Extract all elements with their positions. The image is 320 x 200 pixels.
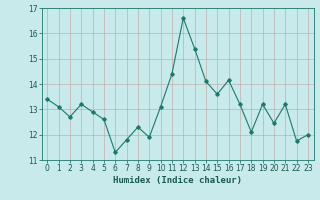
X-axis label: Humidex (Indice chaleur): Humidex (Indice chaleur): [113, 176, 242, 185]
